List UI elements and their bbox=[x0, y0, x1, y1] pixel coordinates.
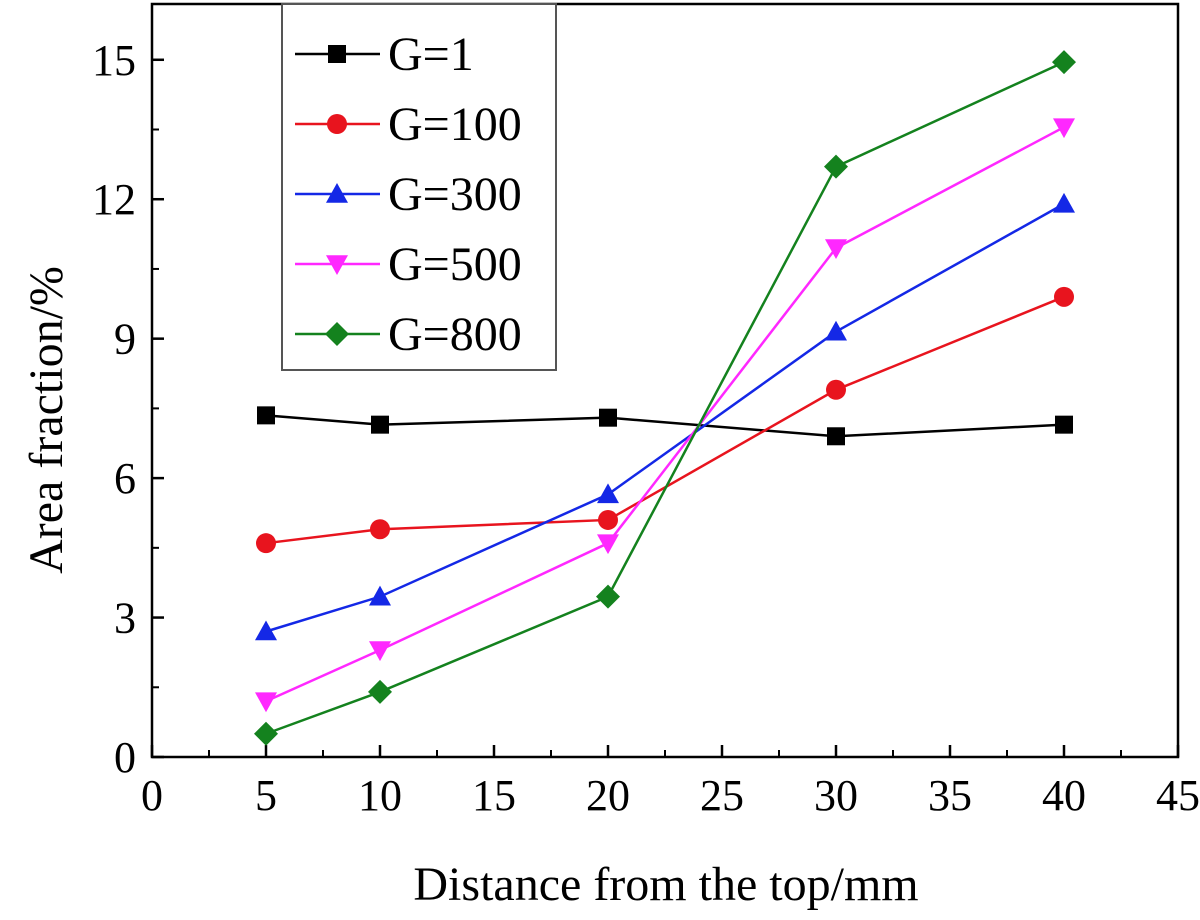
data-point bbox=[368, 679, 392, 704]
data-point bbox=[824, 154, 848, 179]
legend-box bbox=[281, 3, 557, 371]
y-tick-label: 9 bbox=[114, 315, 136, 364]
data-point bbox=[1054, 286, 1074, 307]
data-point bbox=[599, 408, 617, 427]
data-point bbox=[1053, 192, 1075, 213]
data-point bbox=[1052, 50, 1076, 75]
legend-label: G=300 bbox=[388, 168, 522, 221]
data-point bbox=[255, 620, 277, 641]
legend-marker bbox=[326, 183, 348, 203]
legend-label: G=100 bbox=[388, 98, 522, 151]
x-axis-title: Distance from the top/mm bbox=[413, 858, 918, 911]
series-g300 bbox=[255, 192, 1075, 641]
legend-marker bbox=[326, 255, 348, 275]
data-point bbox=[255, 692, 277, 713]
legend-item: G=300 bbox=[295, 168, 522, 221]
data-point bbox=[369, 641, 391, 662]
x-tick-label: 45 bbox=[1156, 771, 1200, 820]
data-point bbox=[256, 533, 276, 554]
legend-label: G=1 bbox=[388, 28, 474, 81]
y-tick-label: 6 bbox=[114, 454, 136, 503]
data-point bbox=[597, 483, 619, 504]
data-point bbox=[254, 721, 278, 746]
data-point bbox=[826, 379, 846, 400]
y-tick-label: 3 bbox=[114, 594, 136, 643]
data-point bbox=[370, 519, 390, 540]
legend-item: G=1 bbox=[295, 28, 474, 81]
series-g500 bbox=[255, 118, 1075, 713]
x-tick-label: 40 bbox=[1042, 771, 1086, 820]
data-point bbox=[827, 427, 845, 446]
legend-label: G=500 bbox=[388, 238, 522, 291]
x-tick-label: 25 bbox=[700, 771, 744, 820]
data-point bbox=[371, 415, 389, 434]
data-point bbox=[1055, 415, 1073, 434]
legend: G=1 G=100 G=300 G=500 G=800 bbox=[281, 3, 557, 371]
data-point bbox=[1053, 118, 1075, 139]
x-tick-label: 10 bbox=[358, 771, 402, 820]
legend-marker bbox=[325, 322, 349, 346]
x-tick-label: 30 bbox=[814, 771, 858, 820]
data-point bbox=[597, 534, 619, 555]
legend-marker bbox=[327, 114, 347, 134]
series-g1 bbox=[257, 406, 1073, 446]
legend-item: G=100 bbox=[295, 98, 522, 151]
legend-item: G=800 bbox=[295, 308, 522, 361]
data-point bbox=[257, 406, 275, 425]
series-g800 bbox=[254, 50, 1076, 746]
data-point bbox=[825, 239, 847, 260]
legend-marker bbox=[328, 45, 346, 63]
y-tick-label: 0 bbox=[114, 733, 136, 782]
series-g100 bbox=[256, 286, 1074, 554]
y-tick-label: 12 bbox=[92, 175, 136, 224]
y-axis-title: Area fraction/% bbox=[20, 266, 73, 574]
plot-area: 0 5 10 15 20 25 30 35 40 45 0 3 6 9 12 15 bbox=[92, 2, 1200, 820]
x-tick-label: 20 bbox=[586, 771, 630, 820]
data-point bbox=[596, 584, 620, 609]
data-point bbox=[369, 585, 391, 606]
x-tick-label: 35 bbox=[928, 771, 972, 820]
y-tick-label: 15 bbox=[92, 36, 136, 85]
x-tick-label: 15 bbox=[472, 771, 516, 820]
x-tick-label: 5 bbox=[255, 771, 277, 820]
legend-label: G=800 bbox=[388, 308, 522, 361]
data-point bbox=[825, 320, 847, 341]
legend-item: G=500 bbox=[295, 238, 522, 291]
x-tick-label: 0 bbox=[141, 771, 163, 820]
data-point bbox=[598, 509, 618, 530]
